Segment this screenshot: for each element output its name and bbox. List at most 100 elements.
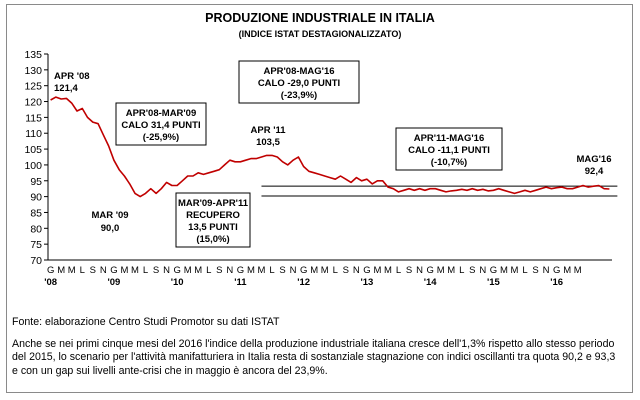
x-tick-label: N	[416, 265, 423, 276]
x-tick-label: N	[226, 265, 233, 276]
y-tick-label: 95	[30, 176, 42, 188]
x-tick-label: M	[563, 265, 571, 276]
x-tick-label: L	[269, 265, 274, 276]
annotation-text: APR'11-MAG'16	[414, 133, 485, 144]
x-tick-label: G	[237, 265, 244, 276]
annotation-text: APR'08-MAG'16	[263, 66, 334, 77]
x-tick-label: L	[333, 265, 338, 276]
x-year-label: '13	[360, 277, 373, 288]
annotation-text: 103,5	[256, 137, 280, 148]
x-tick-label: S	[279, 265, 285, 276]
y-tick-label: 85	[30, 207, 42, 219]
annotation-text: 121,4	[54, 83, 78, 94]
x-tick-label: N	[543, 265, 550, 276]
x-tick-label: N	[479, 265, 486, 276]
commentary-text: Anche se nei primi cinque mesi del 2016 …	[12, 337, 616, 377]
chart-subtitle: (INDICE ISTAT DESTAGIONALIZZATO)	[239, 29, 402, 39]
y-tick-label: 125	[24, 81, 42, 93]
annotation-label: MAR '09 90,0	[91, 210, 128, 234]
annotation-text: CALO -11,1 PUNTI	[408, 145, 490, 156]
x-tick-label: G	[363, 265, 370, 276]
annotation-text: (15,0%)	[196, 234, 229, 245]
x-tick-label: L	[459, 265, 464, 276]
x-tick-label: S	[406, 265, 412, 276]
annotation-text: MAR'09-APR'11	[178, 198, 249, 209]
x-tick-label: G	[300, 265, 307, 276]
x-tick-label: M	[437, 265, 445, 276]
x-tick-label: M	[321, 265, 329, 276]
x-year-label: '14	[424, 277, 438, 288]
x-tick-label: M	[57, 265, 65, 276]
annotation-frame	[395, 127, 503, 171]
x-tick-label: M	[500, 265, 508, 276]
x-tick-label: S	[469, 265, 475, 276]
x-tick-label: L	[522, 265, 527, 276]
x-tick-label: M	[384, 265, 392, 276]
x-tick-label: M	[131, 265, 139, 276]
x-year-label: '10	[171, 277, 184, 288]
annotation-text: (-10,7%)	[431, 157, 467, 168]
x-tick-label: G	[426, 265, 433, 276]
annotation-text: CALO 31,4 PUNTI	[121, 120, 200, 131]
y-tick-label: 130	[24, 65, 42, 77]
x-tick-label: M	[120, 265, 128, 276]
annotation-text: MAG'16	[577, 154, 612, 165]
annotation-text: RECUPERO	[186, 210, 240, 221]
annotation-text: CALO -29,0 PUNTI	[258, 78, 340, 89]
x-year-label: '15	[487, 277, 501, 288]
x-tick-label: M	[68, 265, 76, 276]
y-tick-label: 80	[30, 223, 42, 235]
y-tick-label: 105	[24, 144, 42, 156]
x-tick-label: M	[194, 265, 202, 276]
x-year-label: '09	[107, 277, 120, 288]
x-tick-label: G	[173, 265, 180, 276]
y-tick-label: 120	[24, 97, 42, 109]
x-tick-label: M	[447, 265, 455, 276]
x-tick-label: G	[490, 265, 497, 276]
x-tick-label: M	[258, 265, 266, 276]
y-tick-label: 110	[25, 128, 42, 140]
source-note: Fonte: elaborazione Centro Studi Promoto…	[12, 316, 280, 328]
chart-title: PRODUZIONE INDUSTRIALE IN ITALIA	[205, 11, 435, 25]
x-tick-label: N	[163, 265, 170, 276]
x-year-label: '11	[234, 277, 247, 288]
annotation-text: (-25,9%)	[143, 132, 179, 143]
x-tick-label: M	[574, 265, 582, 276]
annotation-text: APR '08	[54, 71, 90, 82]
x-tick-label: N	[100, 265, 107, 276]
x-tick-label: N	[353, 265, 360, 276]
annotation-frame	[238, 60, 360, 104]
x-tick-label: S	[532, 265, 538, 276]
annotation-text: 13,5 PUNTI	[188, 222, 238, 233]
x-tick-label: L	[396, 265, 401, 276]
annotation-text: APR '11	[251, 125, 287, 136]
annotation-frame	[175, 192, 251, 248]
x-tick-label: S	[90, 265, 96, 276]
y-tick-label: 100	[24, 160, 42, 172]
x-tick-label: L	[143, 265, 148, 276]
series-line	[50, 96, 610, 198]
x-tick-label: L	[80, 265, 85, 276]
annotation-text: 92,4	[585, 166, 604, 177]
reference-lines	[261, 185, 618, 197]
x-tick-label: M	[184, 265, 192, 276]
annotation-text: MAR '09	[91, 210, 128, 221]
x-tick-label: S	[343, 265, 349, 276]
x-tick-label: M	[373, 265, 381, 276]
x-year-label: '16	[550, 277, 563, 288]
x-tick-label: G	[47, 265, 54, 276]
series-group	[50, 96, 610, 198]
x-tick-label: G	[110, 265, 117, 276]
x-tick-label: L	[206, 265, 211, 276]
y-tick-label: 115	[25, 112, 42, 124]
x-tick-label: N	[290, 265, 297, 276]
y-tick-label: 135	[24, 49, 42, 61]
annotation-frame	[115, 102, 207, 146]
